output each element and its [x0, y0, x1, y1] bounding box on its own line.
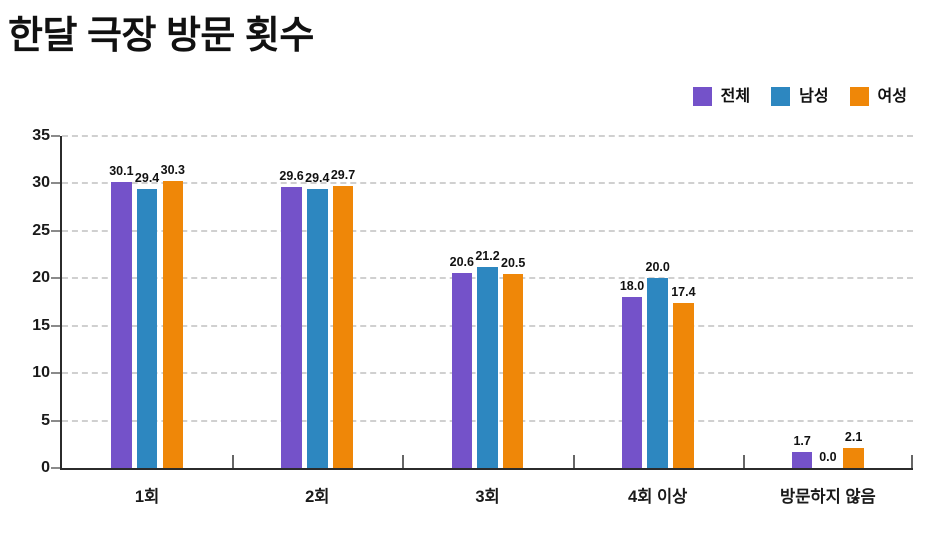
legend-swatch-male-icon [771, 87, 791, 106]
x-axis-tick [572, 455, 575, 468]
bar [647, 278, 668, 468]
bar-value-label: 30.3 [160, 162, 185, 177]
y-axis-tick [51, 135, 60, 137]
x-axis-tick [232, 455, 235, 468]
y-axis-label: 35 [32, 127, 50, 144]
x-axis-tick [402, 455, 405, 468]
bar-value-label: 21.2 [475, 248, 500, 263]
y-axis-label: 15 [32, 316, 50, 334]
bar [281, 187, 302, 468]
bar [502, 273, 524, 468]
legend-item-male: 남성 [771, 87, 829, 106]
bar [307, 189, 328, 468]
gridline [62, 182, 913, 185]
bar-value-label: 29.4 [134, 171, 160, 186]
bar-value-label: 29.7 [330, 168, 356, 183]
x-axis-label: 방문하지 않음 [780, 488, 876, 506]
y-axis-tick [51, 324, 60, 327]
bar-value-label: 20.0 [645, 260, 670, 275]
bar [673, 302, 694, 468]
legend-label-female: 여성 [877, 88, 907, 105]
bar-value-label: 18.0 [619, 279, 645, 294]
gridline [62, 229, 913, 232]
bar [451, 272, 473, 468]
x-axis-tick [911, 455, 913, 468]
y-axis-label: 25 [32, 221, 50, 239]
y-axis-label: 5 [41, 411, 50, 429]
bar [111, 182, 132, 468]
plot-area: 0 5 10 15 20 25 30 35 30.1 29.4 30.3 29.6 29.4 29.7 20… [32, 127, 913, 476]
x-axis-tick [742, 455, 745, 468]
y-axis-tick [51, 277, 60, 280]
y-axis-tick [51, 467, 60, 469]
legend-swatch-total-icon [692, 87, 712, 106]
y-axis-tick [51, 182, 60, 185]
chart-title: 한달 극장 방문 횟수 [8, 15, 314, 57]
legend-item-female: 여성 [849, 87, 907, 106]
bar-value-label: 30.1 [109, 164, 134, 179]
bar-value-label: 17.4 [671, 284, 696, 299]
y-axis-tick [51, 372, 60, 375]
bar [332, 186, 354, 468]
legend: 전체 남성 여성 [692, 87, 907, 106]
bar [843, 448, 864, 468]
bar [791, 451, 813, 468]
bar [621, 297, 643, 468]
bar [162, 180, 184, 468]
x-axis-label: 3회 [475, 488, 500, 506]
legend-label-total: 전체 [720, 88, 751, 105]
bar-value-label: 20.6 [449, 254, 474, 269]
bar-value-label: 29.6 [279, 169, 304, 184]
legend-swatch-female-icon [849, 87, 869, 106]
legend-label-male: 남성 [799, 88, 829, 105]
y-axis-label: 0 [41, 459, 50, 476]
bar [477, 266, 498, 468]
x-axis-label: 1회 [134, 488, 160, 506]
bar [136, 189, 158, 468]
bar-value-label: 2.1 [844, 430, 863, 445]
x-axis-label: 2회 [305, 488, 330, 506]
x-axis-label: 4회 이상 [628, 488, 688, 506]
bar-value-label: 0.0 [819, 450, 837, 464]
bar-value-label: 20.5 [501, 255, 526, 270]
y-axis-label: 30 [32, 174, 50, 192]
gridline [62, 135, 913, 137]
y-axis-label: 10 [32, 364, 50, 382]
y-axis-tick [51, 229, 60, 232]
bar-value-label: 1.7 [793, 433, 811, 448]
y-axis-label: 20 [32, 269, 50, 287]
y-axis-tick [51, 419, 60, 422]
legend-item-total: 전체 [692, 87, 751, 106]
bar-value-label: 29.4 [305, 171, 330, 186]
